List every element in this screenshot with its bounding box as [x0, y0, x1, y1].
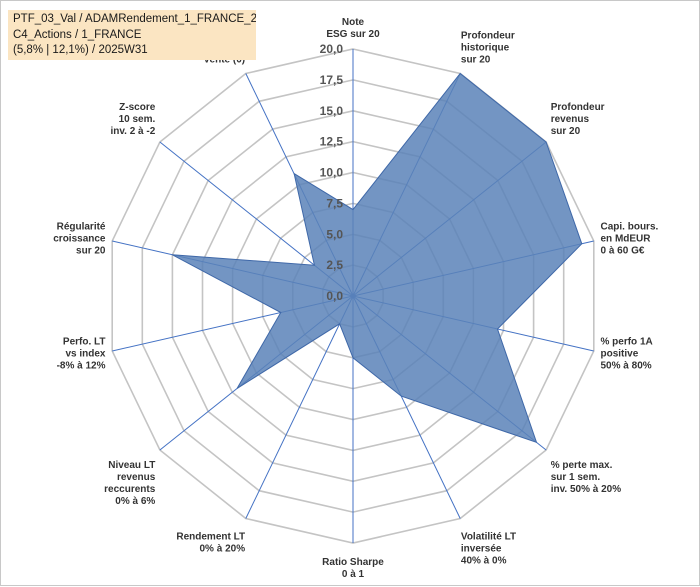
axis-label-line: positive [601, 348, 639, 359]
axis-label: Perfo. LT vs index -8% à 12% [57, 336, 106, 371]
tick-label: 7,5 [326, 196, 343, 210]
axis-label: Note ESG sur 20 [326, 17, 380, 40]
axis-label-line: % perfo 1A [601, 336, 653, 347]
axis-label-line: inversée [461, 543, 502, 554]
tick-label: 12,5 [320, 135, 344, 149]
axis-label: % perte max. sur 1 sem. inv. 50% à 20% [551, 460, 622, 495]
axis-label-line: historique [461, 43, 510, 54]
axis-label-line: sur 1 sem. [551, 472, 601, 483]
axis-label-line: inv. 50% à 20% [551, 484, 622, 495]
axis-label-line: Z-score [119, 102, 156, 113]
tick-label: 20,0 [320, 42, 344, 56]
axis-label-line: en MdEUR [601, 234, 652, 245]
axis-label-line: 0 à 1 [342, 569, 365, 580]
axis-label-line: 50% à 80% [601, 360, 652, 371]
axis-label-line: -8% à 12% [57, 360, 106, 371]
axis-label: Z-score 10 sem. inv. 2 à -2 [110, 102, 155, 137]
radar-series [172, 72, 583, 444]
axis-label-line: vs index [65, 348, 105, 359]
axis-label-line: sur 20 [461, 55, 491, 66]
tick-label: 2,5 [326, 258, 343, 272]
axis-label: Ratio Sharpe 0 à 1 [322, 557, 384, 580]
axis-label-line: 0% à 20% [200, 543, 246, 554]
axis-label: Régularité croissance sur 20 [53, 222, 106, 257]
tick-label: 0,0 [326, 289, 343, 303]
axis-label: Volatilité LT inversée 40% à 0% [461, 531, 516, 566]
axis-label-line: revenus [551, 114, 590, 125]
axis-label-line: inv. 2 à -2 [110, 126, 155, 137]
tick-label: 15,0 [320, 104, 344, 118]
title-line: (5,8% | 12,1%) / 2025W31 [13, 44, 148, 56]
axis-label: Capi. bours. en MdEUR 0 à 60 G€ [601, 222, 659, 257]
tick-label: 17,5 [320, 73, 344, 87]
axis-label-line: ESG sur 20 [326, 29, 380, 40]
series-area [172, 72, 583, 444]
axis-label-line: Note [342, 17, 365, 28]
axis-label-line: croissance [53, 234, 106, 245]
axis-label: % perfo 1A positive 50% à 80% [601, 336, 653, 371]
axis-label-line: Profondeur [551, 102, 605, 113]
spoke-line [245, 295, 354, 519]
axis-label-line: Niveau LT [108, 460, 155, 471]
axis-label-line: revenus [117, 472, 156, 483]
chart-title-box: PTF_03_Val / ADAMRendement_1_FRANCE_2024… [8, 10, 256, 60]
axis-label-line: 10 sem. [119, 114, 156, 125]
axis-label-line: 0% à 6% [115, 496, 155, 507]
axis-label-line: Ratio Sharpe [322, 557, 384, 568]
axis-label-line: reccurents [104, 484, 156, 495]
axis-label-line: 0 à 60 G€ [601, 246, 645, 257]
axis-label-line: sur 20 [551, 126, 581, 137]
tick-label: 10,0 [320, 166, 344, 180]
axis-label: Profondeur historique sur 20 [461, 31, 515, 66]
title-line: PTF_03_Val / ADAMRendement_1_FRANCE_2024… [13, 13, 256, 25]
axis-label-line: Profondeur [461, 31, 515, 42]
axis-label-line: Capi. bours. [601, 222, 659, 233]
tick-label: 5,0 [326, 227, 343, 241]
axis-label-line: Volatilité LT [461, 531, 516, 542]
axis-label-line: % perte max. [551, 460, 613, 471]
axis-label-line: Régularité [57, 222, 106, 233]
axis-label: Rendement LT 0% à 20% [176, 531, 245, 554]
axis-label-line: Perfo. LT [63, 336, 106, 347]
axis-label-line: sur 20 [76, 246, 106, 257]
radar-tick-labels: 0,0 2,5 5,0 7,5 10,0 12,5 15,0 17,5 20,0 [320, 42, 344, 303]
axis-label-line: Vente (0) [203, 55, 245, 66]
axis-label: Profondeur revenus sur 20 [551, 102, 605, 137]
axis-label-line: 40% à 0% [461, 555, 507, 566]
axis-label-line: Rendement LT [176, 531, 245, 542]
title-line: C4_Actions / 1_FRANCE [13, 28, 142, 41]
axis-label: Niveau LT revenus reccurents 0% à 6% [104, 460, 156, 507]
